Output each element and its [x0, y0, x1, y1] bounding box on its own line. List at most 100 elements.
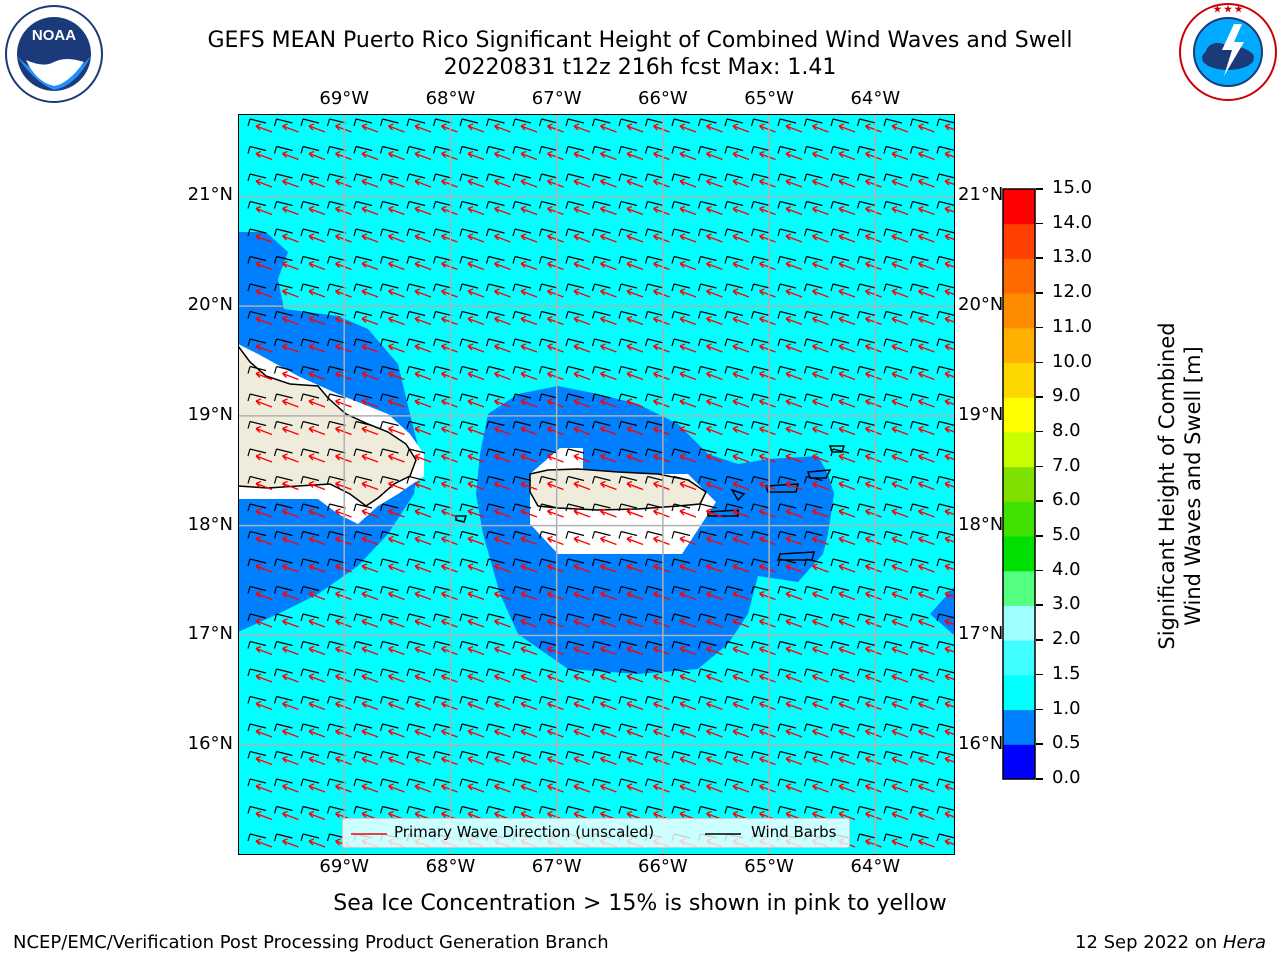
wave-direction-arrow [706, 700, 723, 711]
wave-direction-arrow [467, 508, 485, 518]
wind-barb [379, 585, 399, 594]
wind-barb [353, 805, 373, 814]
colorbar-tick-label: 0.5 [1052, 732, 1081, 754]
wave-direction-arrow [626, 673, 644, 683]
wave-direction-arrow [785, 205, 803, 216]
wind-barb [856, 448, 876, 457]
wind-barb [856, 778, 876, 787]
wind-barb [512, 393, 532, 402]
wind-barb [326, 365, 346, 374]
wave-direction-arrow [865, 645, 882, 656]
wave-direction-arrow [759, 343, 776, 353]
wave-direction-arrow [600, 425, 617, 436]
wave-direction-arrow [679, 700, 697, 711]
wave-direction-arrow [865, 563, 882, 573]
colorbar-segment [1003, 397, 1035, 433]
wave-direction-arrow [918, 370, 935, 381]
wave-direction-arrow [573, 343, 591, 353]
wind-barb [485, 228, 505, 237]
wave-direction-arrow [414, 205, 432, 216]
wind-barb [353, 365, 373, 374]
wind-barb [830, 475, 850, 484]
wave-direction-arrow [308, 315, 326, 326]
wave-direction-arrow [282, 700, 299, 711]
wind-barb [644, 585, 664, 594]
wave-direction-arrow [361, 453, 379, 463]
wind-barb [432, 420, 452, 429]
wind-barb [830, 365, 850, 374]
wind-barb [777, 200, 797, 209]
wind-barb [724, 668, 744, 677]
wave-direction-arrow [388, 398, 405, 408]
wind-barb [697, 750, 717, 759]
wind-barb [247, 723, 267, 732]
wave-direction-arrow [388, 618, 405, 628]
wave-direction-arrow [838, 178, 856, 188]
wind-barb [459, 723, 479, 732]
wave-direction-arrow [706, 343, 723, 353]
wind-barb [856, 750, 876, 759]
wind-barb [512, 475, 532, 484]
wave-direction-arrow [944, 590, 955, 598]
wave-direction-arrow [255, 453, 273, 463]
wind-barb [273, 255, 293, 264]
wave-direction-arrow [414, 783, 432, 793]
wind-barb [777, 805, 797, 814]
wave-direction-arrow [891, 783, 909, 793]
wave-direction-arrow [679, 288, 697, 298]
colorbar-tick-mark [1036, 257, 1043, 259]
wave-direction-arrow [918, 178, 935, 188]
wind-barb [671, 448, 691, 457]
wind-barb [591, 118, 611, 127]
wave-direction-arrow [759, 315, 776, 326]
wind-barb [909, 613, 929, 622]
wind-barb [353, 668, 373, 677]
wind-barb [538, 448, 558, 457]
wind-barb [379, 640, 399, 649]
wind-barb [512, 778, 532, 787]
wave-direction-arrow [547, 315, 564, 326]
colorbar-tick-label: 10.0 [1052, 350, 1093, 372]
wind-barb [936, 475, 955, 484]
wave-direction-arrow [679, 343, 697, 353]
wind-barb [671, 585, 691, 594]
wind-barb [485, 365, 505, 374]
wave-direction-arrow [918, 205, 935, 216]
colorbar-label-line2: Wind Waves and Swell [m] [1181, 346, 1205, 626]
wave-direction-arrow [441, 233, 458, 243]
wave-direction-arrow [547, 150, 564, 161]
wind-barb [618, 558, 638, 567]
wave-direction-arrow [414, 123, 432, 133]
wind-barb [724, 228, 744, 237]
colorbar-segment [1003, 501, 1035, 537]
wave-direction-arrow [361, 673, 379, 683]
wind-barb [406, 448, 426, 457]
wave-direction-arrow [944, 535, 955, 543]
wave-direction-arrow [626, 590, 644, 601]
wave-direction-arrow [918, 618, 935, 628]
wind-barb [777, 365, 797, 374]
wind-barb [644, 750, 664, 759]
wind-barb [432, 805, 452, 814]
wave-direction-arrow [944, 700, 955, 708]
wave-direction-arrow [494, 673, 511, 683]
wind-barb [777, 668, 797, 677]
wind-barb [777, 145, 797, 154]
wave-direction-arrow [282, 233, 299, 243]
wave-direction-arrow [547, 645, 564, 656]
wind-barb [353, 723, 373, 732]
wave-direction-arrow [308, 205, 326, 216]
wind-barb [909, 503, 929, 512]
wave-direction-arrow [414, 563, 432, 573]
wind-barb [432, 723, 452, 732]
wave-direction-arrow [547, 178, 564, 188]
wind-barb [644, 778, 664, 787]
wind-barb [697, 310, 717, 319]
wave-direction-arrow [865, 233, 882, 243]
wind-barb [247, 145, 267, 154]
wind-barb [618, 228, 638, 237]
wind-barb [485, 145, 505, 154]
wind-barb [379, 723, 399, 732]
wind-barb [538, 200, 558, 209]
wind-barb [618, 145, 638, 154]
